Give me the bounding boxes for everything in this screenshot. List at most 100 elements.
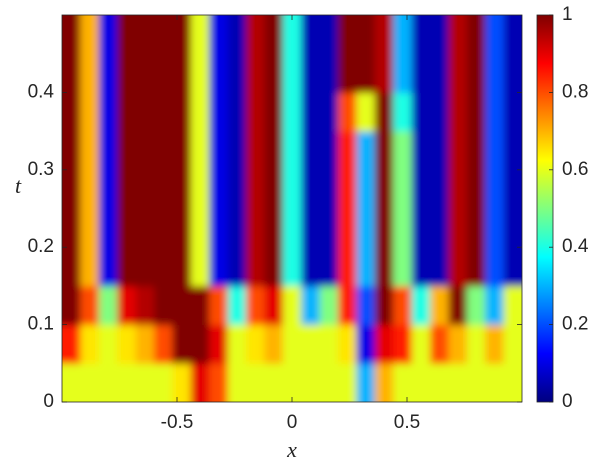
heatmap-cell bbox=[282, 53, 302, 93]
heatmap-cell bbox=[98, 92, 118, 132]
heatmap-cell bbox=[485, 92, 505, 132]
heatmap-cell bbox=[62, 169, 81, 209]
heatmap-cell bbox=[209, 208, 229, 248]
heatmap-cell bbox=[430, 15, 449, 55]
heatmap-cell bbox=[319, 208, 339, 248]
heatmap-cell bbox=[190, 363, 210, 402]
heatmap-cell bbox=[135, 285, 155, 326]
heatmap-cell bbox=[448, 363, 468, 402]
heatmap-cell bbox=[356, 131, 376, 171]
heatmap-cell bbox=[135, 53, 155, 93]
heatmap-cell bbox=[356, 363, 376, 402]
heatmap-cell bbox=[154, 324, 173, 364]
heatmap-cell bbox=[374, 363, 394, 402]
heatmap-cell bbox=[338, 169, 357, 209]
heatmap-cell bbox=[135, 131, 155, 171]
heatmap-cell bbox=[319, 363, 339, 402]
heatmap-cell bbox=[62, 53, 81, 93]
heatmap-cell bbox=[448, 92, 468, 132]
heatmap-cell bbox=[264, 15, 284, 55]
heatmap-cell bbox=[135, 324, 155, 364]
heatmap-cell bbox=[135, 208, 155, 248]
heatmap-cell bbox=[301, 208, 321, 248]
heatmap-cell bbox=[411, 208, 431, 248]
heatmap-cell bbox=[503, 363, 522, 402]
heatmap-cell bbox=[209, 324, 229, 364]
y-tick-label: 0.1 bbox=[28, 314, 54, 335]
heatmap-cell bbox=[154, 15, 173, 55]
heatmap-cell bbox=[172, 15, 192, 55]
x-axis-label: x bbox=[286, 437, 297, 462]
heatmap-cell bbox=[264, 53, 284, 93]
heatmap-cell bbox=[227, 285, 247, 326]
heatmap-cell bbox=[264, 363, 284, 402]
heatmap-cell bbox=[117, 15, 137, 55]
heatmap-cell bbox=[448, 169, 468, 209]
heatmap-cell bbox=[411, 285, 431, 326]
heatmap-cell bbox=[466, 324, 486, 364]
heatmap-cell bbox=[374, 92, 394, 132]
heatmap-cell bbox=[154, 92, 173, 132]
heatmap-cell bbox=[62, 247, 81, 287]
heatmap-cell bbox=[503, 169, 522, 209]
heatmap-cell bbox=[246, 324, 265, 364]
heatmap-cell bbox=[264, 131, 284, 171]
colorbar-tick-label: 0.4 bbox=[562, 236, 589, 257]
heatmap-cell bbox=[190, 324, 210, 364]
heatmap-cell bbox=[430, 324, 449, 364]
heatmap-cell bbox=[356, 15, 376, 55]
heatmap-cell bbox=[190, 131, 210, 171]
heatmap-cell bbox=[282, 15, 302, 55]
heatmap-cell bbox=[154, 285, 173, 326]
heatmap-cell bbox=[246, 285, 265, 326]
heatmap-cell bbox=[503, 208, 522, 248]
heatmap-cell bbox=[264, 285, 284, 326]
heatmap-cell bbox=[62, 92, 81, 132]
heatmap-cell bbox=[154, 208, 173, 248]
y-axis-label: t bbox=[15, 173, 22, 198]
heatmap-cell bbox=[356, 92, 376, 132]
heatmap-cell bbox=[264, 208, 284, 248]
heatmap-cell bbox=[246, 169, 265, 209]
heatmap-cell bbox=[135, 92, 155, 132]
heatmap-cell bbox=[430, 53, 449, 93]
heatmap-cell bbox=[466, 53, 486, 93]
heatmap-cell bbox=[190, 169, 210, 209]
heatmap-cell bbox=[80, 92, 100, 132]
heatmap-cell bbox=[282, 363, 302, 402]
heatmap-cell bbox=[430, 92, 449, 132]
colorbar bbox=[537, 15, 553, 402]
heatmap-cell bbox=[154, 131, 173, 171]
heatmap-cell bbox=[338, 247, 357, 287]
heatmap-cell bbox=[466, 208, 486, 248]
heatmap-cell bbox=[319, 92, 339, 132]
heatmap-cell bbox=[190, 285, 210, 326]
heatmap-cell bbox=[356, 285, 376, 326]
heatmap-cell bbox=[80, 324, 100, 364]
heatmap-cell bbox=[246, 247, 265, 287]
heatmap-cell bbox=[485, 15, 505, 55]
heatmap-cell bbox=[393, 285, 413, 326]
heatmap-cell bbox=[282, 208, 302, 248]
heatmap-cell bbox=[282, 324, 302, 364]
heatmap-cell bbox=[80, 247, 100, 287]
heatmap-cell bbox=[338, 15, 357, 55]
heatmap-cell bbox=[227, 92, 247, 132]
heatmap-cell bbox=[80, 15, 100, 55]
heatmap-cell bbox=[430, 131, 449, 171]
heatmap-cell bbox=[448, 15, 468, 55]
heatmap-cell bbox=[246, 363, 265, 402]
heatmap-cell bbox=[430, 363, 449, 402]
heatmap-cell bbox=[209, 92, 229, 132]
heatmap-cell bbox=[227, 247, 247, 287]
heatmap-cell bbox=[430, 208, 449, 248]
colorbar-tick-label: 0 bbox=[562, 391, 573, 412]
heatmap-cell bbox=[117, 208, 137, 248]
heatmap bbox=[62, 15, 522, 402]
x-tick-label: 0.5 bbox=[394, 412, 420, 433]
heatmap-cell bbox=[503, 92, 522, 132]
heatmap-cell bbox=[172, 324, 192, 364]
colorbar-frame bbox=[536, 14, 554, 403]
y-tick-label: 0.2 bbox=[28, 236, 54, 257]
